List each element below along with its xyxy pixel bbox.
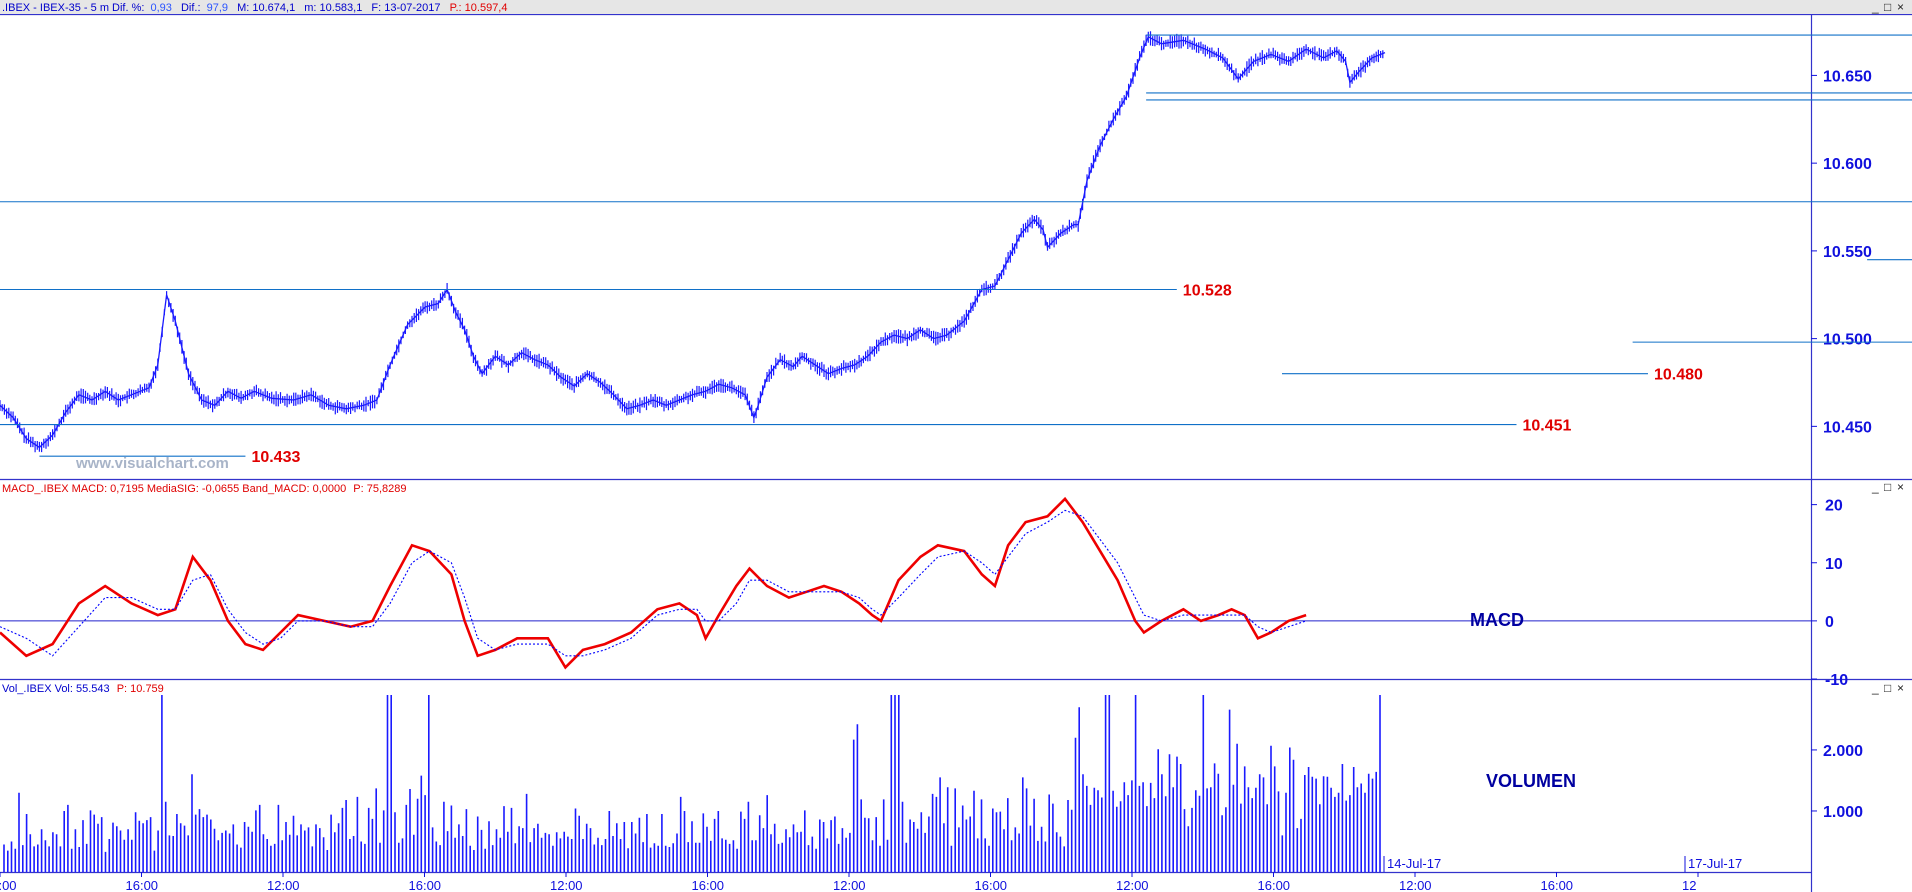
- volume-header: Vol_.IBEX Vol: 55.543 P: 10.759: [2, 683, 164, 695]
- minimize-icon[interactable]: _: [1871, 480, 1879, 494]
- header-bar: [0, 0, 1912, 14]
- maximize-icon[interactable]: □: [1884, 480, 1891, 494]
- date-label: 14-Jul-17: [1387, 856, 1441, 871]
- price-bars: [0, 31, 1384, 453]
- y-tick-label: 10: [1825, 556, 1843, 573]
- window-controls-volume[interactable]: _ □ ×: [1871, 681, 1904, 695]
- close-icon[interactable]: ×: [1897, 0, 1904, 14]
- macd-label: MACD: [1470, 610, 1524, 630]
- x-tick-label: 12:00: [833, 878, 866, 892]
- x-tick-label: 16:00: [1541, 878, 1574, 892]
- x-tick-label: 12:00: [0, 878, 17, 892]
- y-tick-label: 1.000: [1823, 804, 1863, 821]
- x-tick-label: 16:00: [692, 878, 725, 892]
- y-tick-label: 0: [1825, 614, 1834, 631]
- level-label: 10.451: [1522, 418, 1571, 435]
- y-tick-label: 10.500: [1823, 332, 1872, 349]
- maximize-icon[interactable]: □: [1884, 0, 1891, 14]
- y-tick-label: 2.000: [1823, 743, 1863, 760]
- x-tick-label: 12:00: [1399, 878, 1432, 892]
- volume-label: VOLUMEN: [1486, 771, 1576, 791]
- signal-line: [0, 509, 1307, 657]
- level-label: 10.480: [1654, 367, 1703, 384]
- level-label: 10.528: [1183, 282, 1232, 299]
- y-tick-label: 10.550: [1823, 244, 1872, 261]
- window-controls-price[interactable]: _ □ ×: [1871, 0, 1904, 14]
- x-tick-label: 12:00: [550, 878, 583, 892]
- x-tick-label: 16:00: [126, 878, 159, 892]
- y-tick-label: 10.450: [1823, 419, 1872, 436]
- x-tick-label: 16:00: [409, 878, 442, 892]
- price-header: .IBEX - IBEX-35 - 5 m Dif. %: 0,93 Dif.:…: [2, 2, 507, 14]
- y-tick-label: 20: [1825, 498, 1843, 515]
- volume-bars: [3, 695, 1381, 872]
- minimize-icon[interactable]: _: [1871, 681, 1879, 695]
- minimize-icon[interactable]: _: [1871, 0, 1879, 14]
- macd-panel: -10 0 10 20: [0, 496, 1848, 689]
- close-icon[interactable]: ×: [1897, 480, 1904, 494]
- macd-line: [0, 496, 1307, 670]
- x-tick-label: 12:00: [267, 878, 300, 892]
- x-tick-label: 16:00: [1258, 878, 1291, 892]
- x-tick-label: 12: [1682, 878, 1696, 892]
- price-series-line: [0, 35, 1386, 449]
- watermark: www.visualchart.com: [75, 455, 229, 472]
- maximize-icon[interactable]: □: [1884, 681, 1891, 695]
- x-tick-label: 12:00: [1116, 878, 1149, 892]
- close-icon[interactable]: ×: [1897, 681, 1904, 695]
- x-tick-label: 16:00: [975, 878, 1008, 892]
- y-tick-label: 10.600: [1823, 156, 1872, 173]
- panel-frames: [0, 13, 1912, 892]
- window-controls-macd[interactable]: _ □ ×: [1871, 480, 1904, 494]
- volume-panel: 1.000 2.000: [3, 695, 1863, 872]
- macd-header: MACD_.IBEX MACD: 0,7195 MediaSIG: -0,065…: [2, 483, 407, 495]
- level-label: 10.433: [251, 449, 300, 466]
- date-label: 17-Jul-17: [1688, 856, 1742, 871]
- y-tick-label: -10: [1825, 672, 1848, 689]
- time-axis: 12:00 16:00 12:00 16:00 12:00 16:00 12:00 16:00…: [0, 856, 1742, 892]
- y-tick-label: 10.650: [1823, 68, 1872, 85]
- price-panel: 10.45010.50010.55010.60010.65010.67310.6…: [0, 31, 1912, 466]
